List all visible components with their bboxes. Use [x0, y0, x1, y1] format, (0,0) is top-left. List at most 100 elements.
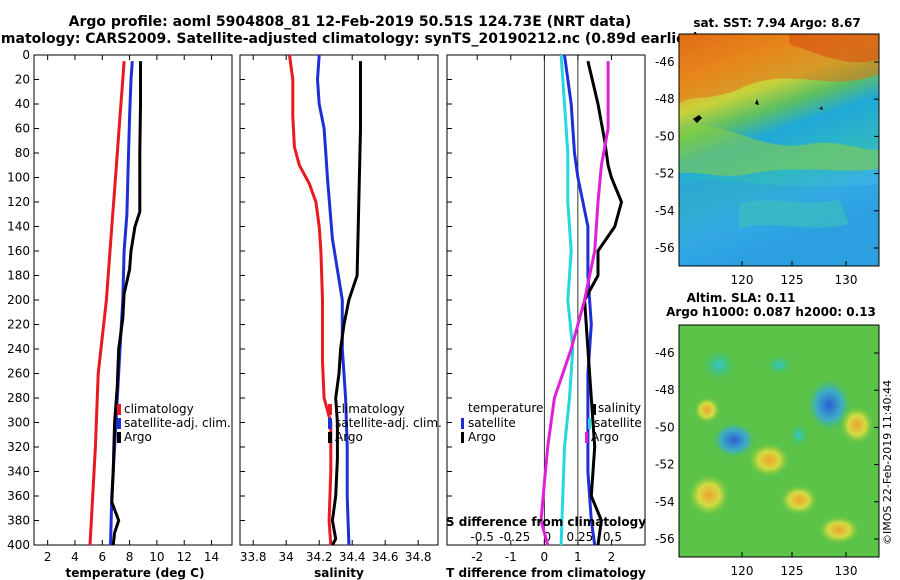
lat-tick-label: -56	[655, 532, 675, 546]
lon-tick-label: 130	[835, 564, 858, 578]
lat-tick-label: -46	[655, 346, 675, 360]
series-line-t-satellite	[563, 54, 597, 546]
legend-climatology: climatology	[124, 402, 194, 416]
lon-tick-label: 120	[731, 564, 754, 578]
legend-s-argo: Argo	[591, 430, 619, 444]
lat-tick-label: -52	[655, 458, 675, 472]
series-line-s-argo	[539, 61, 610, 546]
series-line-t-argo	[583, 60, 623, 546]
legend-swatch-climatology	[328, 404, 332, 415]
x-tick-label: 0	[541, 550, 549, 564]
lon-tick-label: 125	[781, 564, 804, 578]
x-tick-label: 8	[126, 550, 134, 564]
x-tick-label: 2	[44, 550, 52, 564]
x-tick-label: 4	[71, 550, 79, 564]
y-tick-label: 360	[7, 489, 30, 503]
x-tick-label: 10	[149, 550, 164, 564]
lat-tick-label: -50	[655, 420, 675, 434]
x-tick-label: 2	[608, 550, 616, 564]
legend-satellite-adj: satellite-adj. clim.	[124, 416, 231, 430]
legend-argo: Argo	[335, 430, 363, 444]
sla-map-title-line1: Altim. SLA: 0.11	[687, 291, 796, 305]
salinity-axes-frame	[239, 54, 439, 546]
y-tick-label: 380	[7, 514, 30, 528]
legend-swatch-s-satellite	[588, 418, 591, 429]
x-tick-label: 34.6	[372, 550, 399, 564]
legend-swatch-t-satellite	[461, 418, 464, 429]
series-line-satellite-adj-clim-	[316, 54, 351, 546]
lat-tick-label: -56	[655, 241, 675, 255]
legend-argo: Argo	[124, 430, 152, 444]
lat-tick-label: -46	[655, 55, 675, 69]
difference-series	[539, 54, 623, 546]
legend-swatch-argo	[117, 432, 121, 443]
series-line-s-satellite	[559, 54, 575, 546]
imos-timestamp: ©IMOS 22-Feb-2019 11:40:44	[881, 380, 894, 545]
y-tick-label: 260	[7, 367, 30, 381]
y-tick-label: 160	[7, 244, 30, 258]
y-tick-label: 140	[7, 220, 30, 234]
legend-s-satellite: satellite	[594, 416, 642, 430]
legend-climatology: climatology	[335, 402, 405, 416]
depth-axis: 0 20 40 60 80 100 120 140 160 180 200 220 240 260 280 3…	[7, 48, 39, 552]
legend-salinity-title: salinity	[598, 401, 641, 415]
sst-map-image	[679, 34, 879, 266]
figure-title-line1: Argo profile: aoml 5904808_81 12-Feb-201…	[69, 14, 632, 30]
x2-tick-label: 0.5	[603, 530, 622, 544]
x2-tick-label: -0.25	[499, 530, 530, 544]
sst-map: sat. SST: 7.94 Argo: 8.67 -46 -48 -50 -52 -5…	[655, 16, 880, 287]
x-tick-label: -2	[471, 550, 483, 564]
sst-map-title: sat. SST: 7.94 Argo: 8.67	[693, 16, 860, 30]
salinity-panel: 33.8 34 34.2 34.4 34.6 34.8 salinity climatol…	[239, 54, 442, 580]
x-tick-label: 1	[574, 550, 582, 564]
difference-panel: -2 -1 0 1 2 -0.5 -0.25 0 0.25 0.5 T difference fr…	[446, 54, 646, 580]
x-tick-label: 6	[98, 550, 106, 564]
salinity-series	[288, 54, 362, 546]
sla-lat-axis: -46 -48 -50 -52 -54 -56	[655, 346, 879, 546]
sst-map-frame	[678, 33, 880, 267]
series-line-climatology	[88, 60, 126, 546]
temperature-series	[88, 60, 142, 546]
sla-map-image	[679, 325, 879, 557]
legend-swatch-satellite	[328, 418, 332, 429]
y-tick-label: 240	[7, 342, 30, 356]
x-tick-label: 12	[177, 550, 192, 564]
y-tick-label: 320	[7, 440, 30, 454]
y-tick-label: 100	[7, 171, 30, 185]
y-tick-label: 180	[7, 269, 30, 283]
x2-tick-label: 0.25	[567, 530, 594, 544]
t-difference-xlabel: T difference from climatology	[446, 566, 646, 580]
y-tick-label: 300	[7, 416, 30, 430]
lat-tick-label: -48	[655, 383, 675, 397]
s-difference-xlabel: S difference from climatology	[446, 515, 646, 529]
series-line-argo	[110, 61, 142, 546]
sla-map-title-line2: Argo h1000: 0.087 h2000: 0.13	[666, 305, 876, 319]
y-tick-label: 340	[7, 465, 30, 479]
temperature-axes-frame	[33, 54, 233, 546]
lon-tick-label: 120	[731, 273, 754, 287]
series-line-argo	[330, 61, 362, 546]
difference-temperature-legend: temperature satellite Argo	[461, 401, 543, 444]
x-tick-label: 34.8	[405, 550, 432, 564]
legend-satellite-adj: satellite-adj. clim.	[335, 416, 442, 430]
legend-swatch-s-title	[593, 404, 596, 415]
legend-t-satellite: satellite	[468, 416, 516, 430]
legend-swatch-satellite	[117, 418, 121, 429]
y-tick-label: 60	[15, 122, 30, 136]
temperature-xlabel: temperature (deg C)	[66, 566, 205, 580]
sla-map: Altim. SLA: 0.11 Argo h1000: 0.087 h2000…	[655, 291, 880, 578]
lat-tick-label: -52	[655, 167, 675, 181]
salinity-legend: climatology satellite-adj. clim. Argo	[328, 402, 442, 444]
sst-lat-axis: -46 -48 -50 -52 -54 -56	[655, 55, 879, 255]
y-tick-label: 400	[7, 538, 30, 552]
y-tick-label: 0	[22, 48, 30, 62]
y-tick-label: 40	[15, 97, 30, 111]
salinity-xlabel: salinity	[314, 566, 364, 580]
x-tick-label: 34	[279, 550, 294, 564]
legend-swatch-argo	[328, 432, 332, 443]
y-tick-label: 20	[15, 73, 30, 87]
legend-t-argo: Argo	[468, 430, 496, 444]
lat-tick-label: -50	[655, 129, 675, 143]
salinity-x-axis: 33.8 34 34.2 34.4 34.6 34.8	[240, 54, 432, 564]
